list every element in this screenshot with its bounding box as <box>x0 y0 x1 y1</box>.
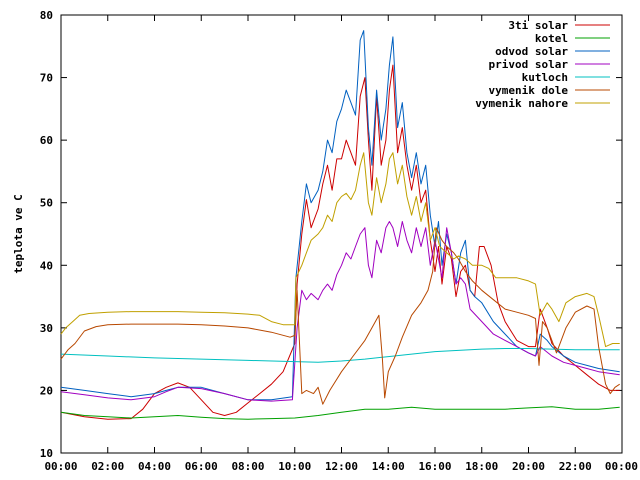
series-lines <box>60 30 620 420</box>
y-tick-label: 30 <box>40 322 53 335</box>
legend-label: vymenik dole <box>489 84 569 97</box>
legend-label: vymenik nahore <box>475 97 568 110</box>
series-line-3ti-solar <box>60 64 620 420</box>
x-tick-label: 04:00 <box>138 460 171 473</box>
y-tick-label: 10 <box>40 447 53 460</box>
x-tick-label: 06:00 <box>185 460 218 473</box>
x-tick-label: 14:00 <box>372 460 405 473</box>
series-line-odvod-solar <box>60 30 620 401</box>
x-tick-label: 12:00 <box>325 460 358 473</box>
legend-label: kotel <box>535 32 568 45</box>
x-tick-label: 18:00 <box>465 460 498 473</box>
y-tick-label: 60 <box>40 134 53 147</box>
x-tick-label: 00:00 <box>44 460 77 473</box>
y-tick-label: 70 <box>40 72 53 85</box>
x-axis-ticks: 00:00 02:00 04:00 06:00 08:00 10:00 12:00 14:00… <box>44 15 638 473</box>
y-tick-label: 20 <box>40 384 53 397</box>
x-tick-label: 00:00 <box>605 460 638 473</box>
y-axis-label: teplota ve C <box>12 194 25 273</box>
series-line-kutloch <box>60 348 620 363</box>
series-line-privod-solar <box>60 221 620 402</box>
legend-label: odvod solar <box>495 45 568 58</box>
y-tick-label: 40 <box>40 259 53 272</box>
legend-label: privod solar <box>489 58 569 71</box>
series-line-vymenik-nahore <box>60 152 620 348</box>
x-tick-label: 16:00 <box>418 460 451 473</box>
legend-label: kutloch <box>522 71 568 84</box>
y-tick-label: 50 <box>40 197 53 210</box>
y-tick-label: 80 <box>40 9 53 22</box>
y-axis-ticks: 10 20 30 40 50 60 70 80 <box>40 9 622 460</box>
series-line-vymenik-dole <box>60 227 620 405</box>
x-tick-label: 22:00 <box>559 460 592 473</box>
series-line-kotel <box>60 406 620 420</box>
x-tick-label: 08:00 <box>231 460 264 473</box>
x-tick-label: 10:00 <box>278 460 311 473</box>
x-tick-label: 02:00 <box>91 460 124 473</box>
x-tick-label: 20:00 <box>512 460 545 473</box>
legend-label: 3ti solar <box>508 19 568 32</box>
